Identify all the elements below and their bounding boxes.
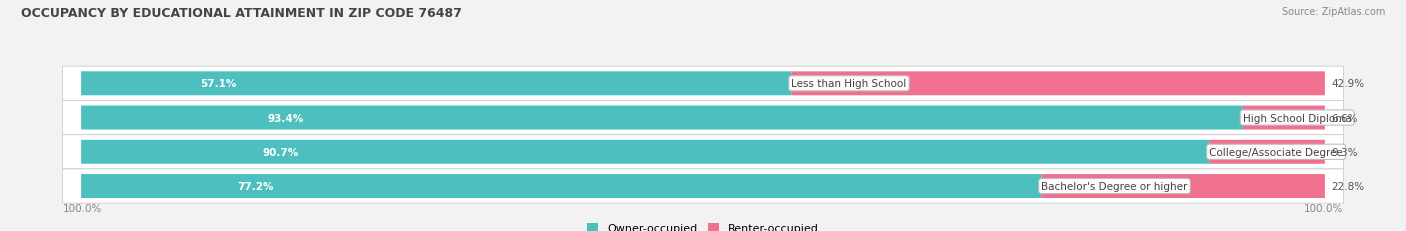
Text: 57.1%: 57.1% bbox=[200, 79, 236, 89]
FancyBboxPatch shape bbox=[82, 106, 1243, 130]
Text: College/Associate Degree: College/Associate Degree bbox=[1209, 147, 1343, 157]
FancyBboxPatch shape bbox=[62, 135, 1344, 169]
FancyBboxPatch shape bbox=[1042, 174, 1324, 198]
Legend: Owner-occupied, Renter-occupied: Owner-occupied, Renter-occupied bbox=[582, 219, 824, 231]
Text: 100.0%: 100.0% bbox=[62, 203, 101, 213]
FancyBboxPatch shape bbox=[62, 101, 1344, 135]
Text: Source: ZipAtlas.com: Source: ZipAtlas.com bbox=[1281, 7, 1385, 17]
FancyBboxPatch shape bbox=[62, 67, 1344, 101]
FancyBboxPatch shape bbox=[792, 72, 1324, 96]
FancyBboxPatch shape bbox=[1243, 106, 1324, 130]
Text: 9.3%: 9.3% bbox=[1331, 147, 1358, 157]
Text: 22.8%: 22.8% bbox=[1331, 181, 1364, 191]
Text: 93.4%: 93.4% bbox=[267, 113, 304, 123]
Text: 6.6%: 6.6% bbox=[1331, 113, 1358, 123]
Text: Bachelor's Degree or higher: Bachelor's Degree or higher bbox=[1042, 181, 1188, 191]
FancyBboxPatch shape bbox=[82, 72, 792, 96]
Text: 42.9%: 42.9% bbox=[1331, 79, 1364, 89]
Text: 77.2%: 77.2% bbox=[238, 181, 274, 191]
FancyBboxPatch shape bbox=[1209, 140, 1324, 164]
FancyBboxPatch shape bbox=[62, 169, 1344, 203]
FancyBboxPatch shape bbox=[82, 174, 1042, 198]
FancyBboxPatch shape bbox=[82, 140, 1209, 164]
Text: High School Diploma: High School Diploma bbox=[1243, 113, 1351, 123]
Text: Less than High School: Less than High School bbox=[792, 79, 907, 89]
Text: 90.7%: 90.7% bbox=[263, 147, 299, 157]
Text: 100.0%: 100.0% bbox=[1305, 203, 1344, 213]
Text: OCCUPANCY BY EDUCATIONAL ATTAINMENT IN ZIP CODE 76487: OCCUPANCY BY EDUCATIONAL ATTAINMENT IN Z… bbox=[21, 7, 463, 20]
